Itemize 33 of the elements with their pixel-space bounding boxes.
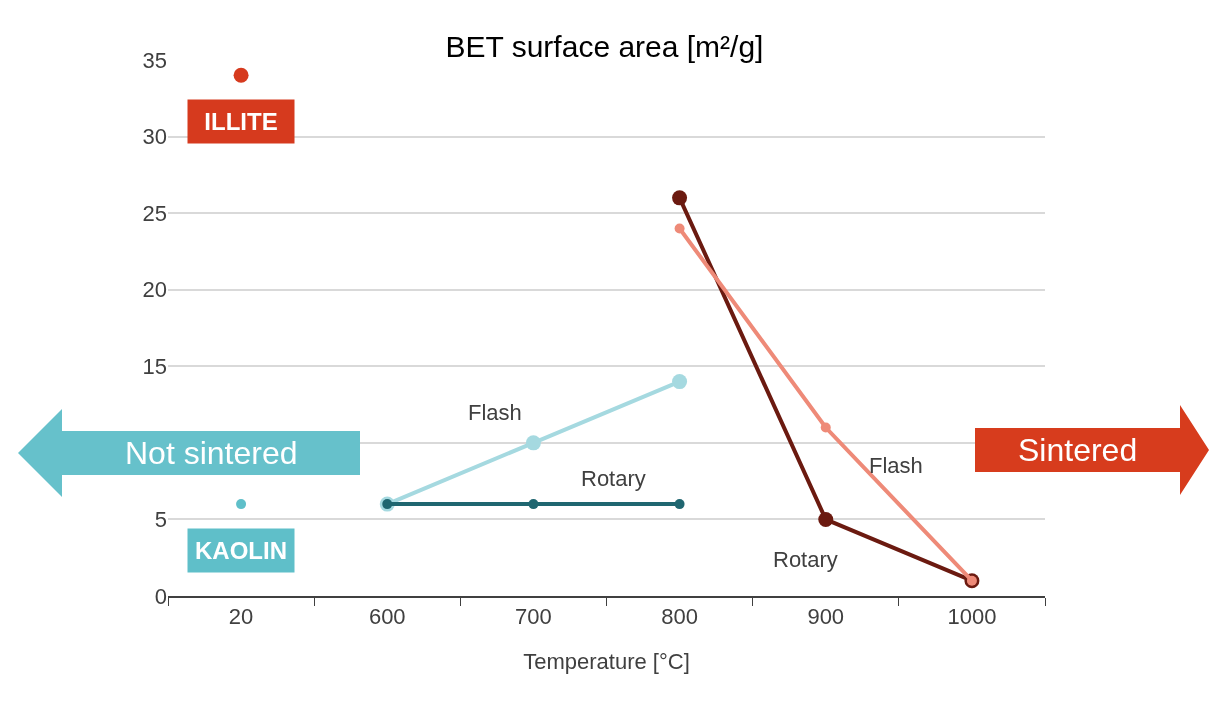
x-tick-label: 800	[661, 604, 698, 630]
annotation: Not sintered	[125, 435, 298, 471]
x-tick-label: 900	[807, 604, 845, 630]
series-label: KAOLIN	[195, 537, 287, 564]
point	[818, 511, 834, 527]
annotation: Sintered	[1018, 432, 1138, 468]
point	[672, 190, 688, 206]
y-tick-label: 15	[142, 353, 167, 379]
point	[674, 499, 685, 510]
point	[233, 67, 249, 83]
point	[672, 374, 688, 390]
point	[820, 422, 831, 433]
point	[236, 499, 247, 510]
x-tick-label: 600	[368, 604, 406, 630]
series-label: Flash	[869, 453, 923, 478]
y-tick-label: 20	[142, 277, 167, 303]
x-axis-title: Temperature [°C]	[523, 648, 690, 674]
series-label: Rotary	[773, 547, 838, 572]
y-tick-label: 35	[142, 47, 167, 73]
series-label: Rotary	[581, 466, 646, 491]
y-tick-label: 30	[142, 124, 167, 150]
x-tick-label: 20	[228, 604, 254, 630]
y-tick-label: 25	[142, 200, 167, 226]
series-label: Flash	[468, 400, 522, 425]
series-label: ILLITE	[204, 108, 278, 135]
y-tick-label: 5	[154, 507, 167, 533]
y-tick-label: 0	[154, 583, 167, 609]
point	[528, 499, 539, 510]
point	[525, 435, 541, 451]
point	[674, 223, 685, 234]
x-tick-label: 1000	[947, 604, 997, 630]
chart-title: BET surface area [m²/g]	[445, 30, 764, 63]
x-tick-label: 700	[515, 604, 552, 630]
